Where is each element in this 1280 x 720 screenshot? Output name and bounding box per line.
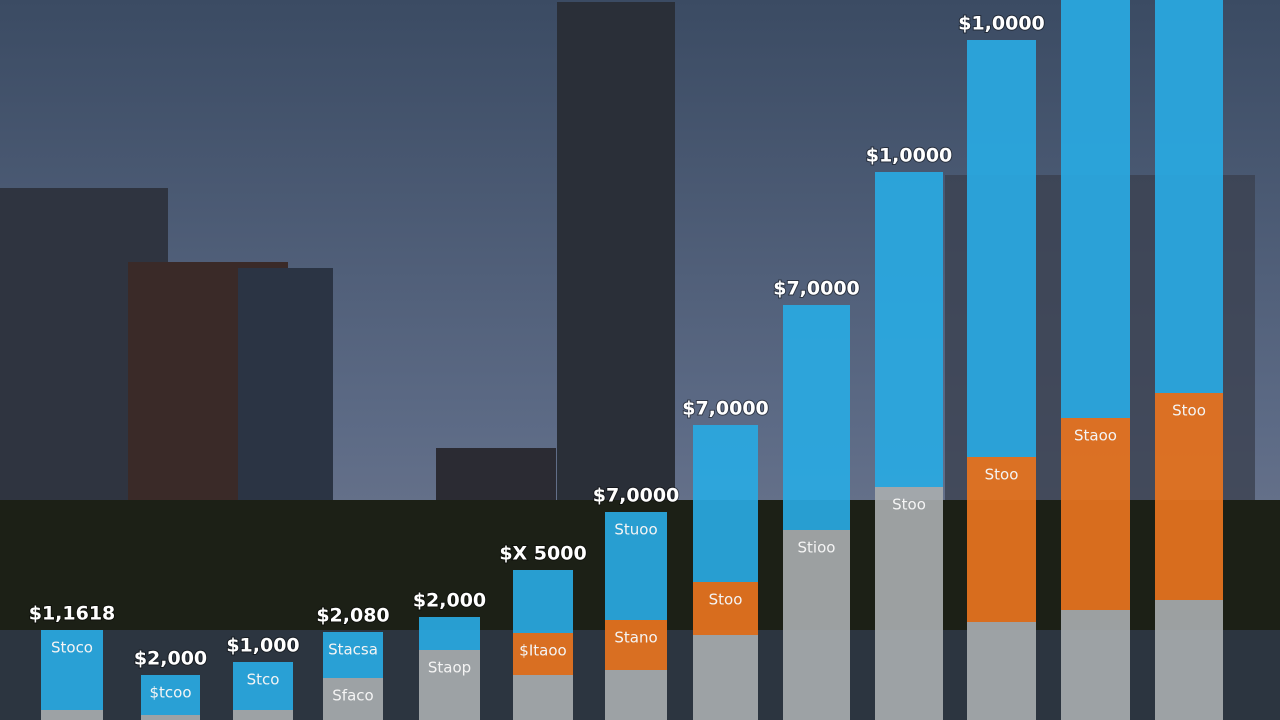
bar-segment <box>605 512 667 620</box>
bar-top-label: $7,0000 <box>682 398 769 420</box>
segment-label: $tcoo <box>149 684 191 702</box>
bar-segment <box>693 635 758 720</box>
bar-segment <box>141 675 200 715</box>
bar-segment <box>967 622 1036 720</box>
bar-segment <box>513 675 573 720</box>
bar-segment <box>783 530 850 720</box>
bar-segment <box>875 487 943 720</box>
segment-label: Stacsa <box>328 641 378 659</box>
bar-segment <box>967 457 1036 622</box>
bar-top-label: $1,1618 <box>29 603 116 625</box>
segment-label: Stco <box>247 671 280 689</box>
bar-segment <box>1061 418 1130 610</box>
bar-segment <box>41 710 103 720</box>
segment-label: Stano <box>614 629 657 647</box>
bar-segment <box>1155 393 1223 600</box>
segment-label: Staop <box>428 659 471 677</box>
bar-top-label: $7,0000 <box>593 485 680 507</box>
bar-segment <box>1155 600 1223 720</box>
bar-segment <box>513 633 573 675</box>
bar-segment <box>605 620 667 670</box>
bar-top-label: $X 5000 <box>499 543 586 565</box>
bar-segment <box>141 715 200 720</box>
bar-segment <box>323 632 383 678</box>
bar-top-label: $7,0000 <box>773 278 860 300</box>
segment-label: Stoo <box>985 466 1019 484</box>
bar-segment <box>1061 0 1130 418</box>
bar-segment <box>693 425 758 582</box>
bar-segment <box>513 570 573 633</box>
bar-segment <box>41 630 103 710</box>
bar-segment <box>967 40 1036 457</box>
bar-segment <box>1155 0 1223 393</box>
segment-label: Stoo <box>709 591 743 609</box>
segment-label: Staoo <box>1074 427 1117 445</box>
bar-segment <box>233 710 293 720</box>
segment-label: Stioo <box>798 539 836 557</box>
bar-top-label: $2,000 <box>134 648 207 670</box>
bar-top-label: $1,0000 <box>866 145 953 167</box>
segment-label: Stoo <box>1172 402 1206 420</box>
bar-segment <box>419 617 480 650</box>
bar-top-label: $1,0000 <box>958 13 1045 35</box>
bar-segment <box>419 650 480 720</box>
bar-top-label: $1,000 <box>226 635 299 657</box>
segment-label: Sfaco <box>332 687 373 705</box>
segment-label: $Itaoo <box>519 642 566 660</box>
bar-segment <box>323 678 383 720</box>
bar-segment <box>783 305 850 530</box>
bar-segment <box>233 662 293 710</box>
bar-segment <box>605 670 667 720</box>
segment-label: Stuoo <box>614 521 657 539</box>
bar-segment <box>693 582 758 635</box>
bar-top-label: $2,080 <box>316 605 389 627</box>
bar-top-label: $2,000 <box>413 590 486 612</box>
segment-label: Stoco <box>51 639 93 657</box>
bar-segment <box>1061 610 1130 720</box>
segment-label: Stoo <box>892 496 926 514</box>
bar-segment <box>875 172 943 487</box>
